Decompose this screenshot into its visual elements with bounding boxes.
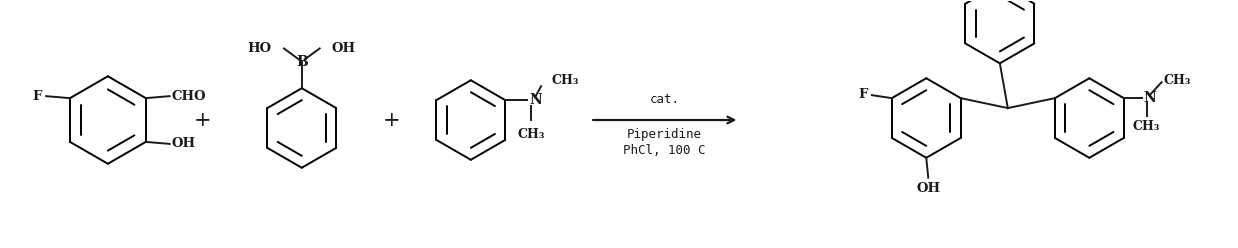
Text: OH: OH — [916, 182, 941, 195]
Text: cat.: cat. — [650, 93, 680, 106]
Text: CH₃: CH₃ — [1164, 74, 1191, 87]
Text: N: N — [1144, 91, 1156, 105]
Text: CHO: CHO — [172, 90, 207, 103]
Text: B: B — [296, 55, 308, 69]
Text: Piperidine: Piperidine — [628, 128, 702, 141]
Text: CH₃: CH₃ — [1133, 120, 1160, 133]
Text: CH₃: CH₃ — [551, 74, 578, 87]
Text: F: F — [32, 90, 42, 103]
Text: +: + — [383, 111, 400, 129]
Text: OH: OH — [172, 137, 196, 150]
Text: CH₃: CH₃ — [517, 128, 545, 141]
Text: OH: OH — [332, 42, 355, 55]
Text: N: N — [529, 93, 542, 107]
Text: PhCl, 100 C: PhCl, 100 C — [624, 144, 706, 157]
Text: +: + — [193, 111, 212, 129]
Text: HO: HO — [248, 42, 272, 55]
Text: F: F — [859, 88, 868, 101]
